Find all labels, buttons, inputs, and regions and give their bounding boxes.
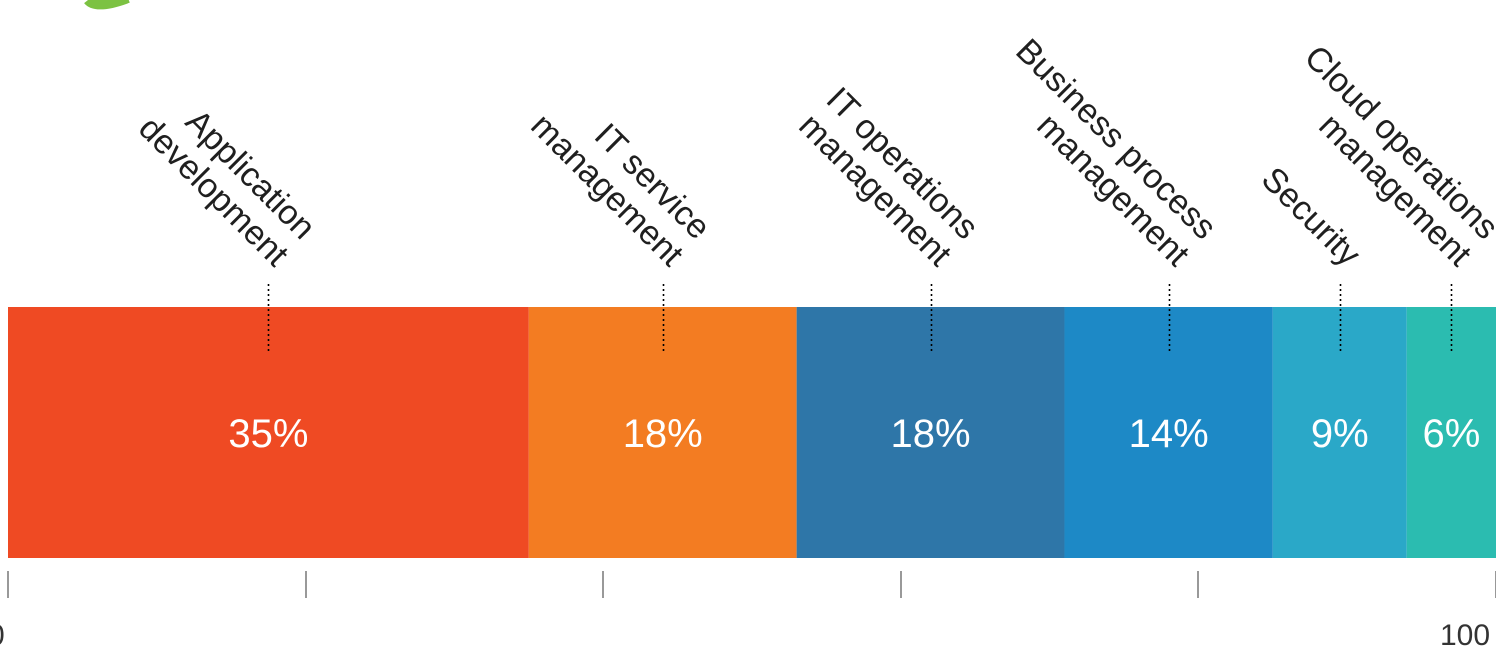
x-axis-min-label: 0 bbox=[0, 619, 5, 652]
x-axis-max-label: 100 bbox=[1440, 619, 1490, 652]
value-label-security: 9% bbox=[1311, 412, 1369, 456]
leader-lines bbox=[267, 284, 1453, 352]
value-label-it-service-management: 18% bbox=[623, 412, 703, 456]
bar-segment-security bbox=[1272, 307, 1407, 558]
value-label-cloud-operations-management: 6% bbox=[1422, 412, 1480, 456]
bar-segment-application-development bbox=[8, 307, 529, 558]
bar-segment-it-service-management bbox=[528, 307, 797, 558]
bar-segment-cloud-operations-management bbox=[1406, 307, 1496, 558]
value-label-it-operations-management: 18% bbox=[891, 412, 971, 456]
category-label-it-service-management: IT servicemanagement bbox=[524, 80, 718, 274]
category-label-cloud-operations-management: Cloud operationsmanagement bbox=[1270, 38, 1496, 274]
value-label-application-development: 35% bbox=[228, 412, 308, 456]
bar-segment-business-process-management bbox=[1064, 307, 1273, 558]
category-label-security: Security bbox=[1254, 160, 1368, 274]
x-axis: 0 100 bbox=[0, 571, 1496, 652]
category-label-it-operations-management: IT operationsmanagement bbox=[792, 80, 986, 274]
category-labels: Applicationdevelopment IT servicemanageme… bbox=[131, 31, 1496, 274]
value-labels: 35% 18% 18% 14% 9% 6% bbox=[228, 412, 1480, 456]
decorative-arc bbox=[84, 0, 130, 10]
bar-segment-it-operations-management bbox=[796, 307, 1065, 558]
category-label-business-process-management: Business processmanagement bbox=[981, 31, 1224, 274]
value-label-business-process-management: 14% bbox=[1129, 412, 1209, 456]
category-label-application-development: Applicationdevelopment bbox=[131, 82, 323, 274]
bar-segments bbox=[8, 307, 1496, 558]
